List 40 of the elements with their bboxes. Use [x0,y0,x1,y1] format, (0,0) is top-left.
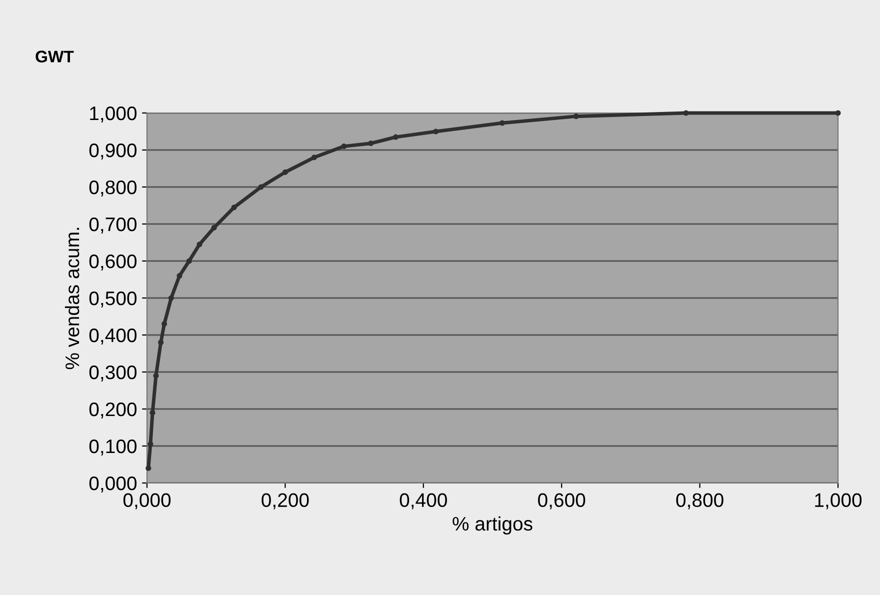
chart-title: GWT [36,50,74,62]
y-tick-label: 0,400 [89,328,137,345]
point [368,140,374,146]
point [148,441,154,447]
point [153,372,159,378]
point [341,144,347,150]
point [683,110,689,116]
y-tick-label: 0,600 [89,254,137,271]
y-tick-label: 0,800 [89,180,137,197]
point [835,110,841,116]
point [282,169,288,175]
y-tick-label: 0,700 [89,217,137,234]
point [311,154,317,160]
point [176,273,182,279]
point [211,224,217,230]
y-tick-label: 0,200 [89,402,137,419]
y-tick-label: 0,000 [89,476,137,493]
point [573,114,579,120]
point [196,242,202,248]
point [186,258,192,264]
point [258,184,264,190]
x-tick-label: 1,000 [815,493,862,510]
x-tick-label: 0,400 [400,493,447,510]
point [231,204,237,210]
point [392,134,399,140]
x-tick-label: 0,200 [262,493,309,510]
point [499,120,505,126]
y-tick-label: 1,000 [90,106,137,123]
x-tick-label: 0,000 [123,493,171,510]
y-tick-label: 0,300 [89,365,137,382]
y-axis-title: % vendas acum. [64,228,80,370]
point [168,295,174,301]
x-axis-title: % artigos [452,516,532,535]
x-tick-label: 0,800 [676,493,724,510]
y-tick-label: 0,100 [89,439,137,456]
y-tick-label: 0,500 [89,291,137,308]
point [161,321,168,327]
y-tick-label: 0,900 [89,143,137,160]
x-tick-label: 0,600 [538,493,586,510]
point [158,340,164,346]
